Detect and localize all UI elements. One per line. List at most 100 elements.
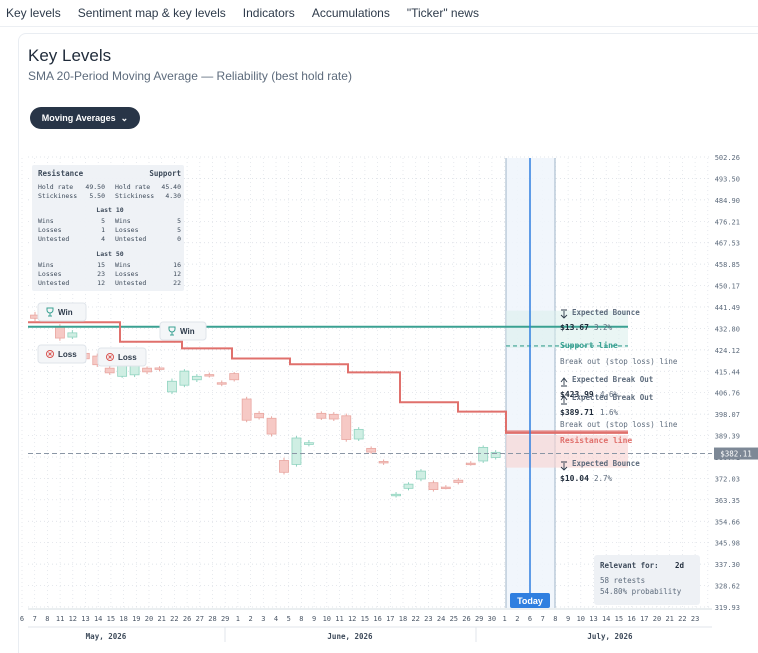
candle[interactable] bbox=[191, 374, 202, 382]
relevance-value: 2d bbox=[675, 561, 684, 570]
x-tick-label: 12 bbox=[69, 615, 77, 623]
candle-body bbox=[142, 367, 152, 373]
y-tick-label: 354.66 bbox=[715, 518, 740, 526]
nav-key-levels[interactable]: Key levels bbox=[6, 6, 61, 20]
candle-body bbox=[55, 326, 65, 339]
last10-row-right-label: Untested bbox=[115, 235, 146, 243]
stats-row-left-value: 5.50 bbox=[89, 192, 105, 200]
last50-row-left-label: Losses bbox=[38, 270, 62, 278]
candle-body bbox=[378, 461, 389, 464]
win-badge[interactable]: Win bbox=[37, 302, 87, 322]
candle[interactable] bbox=[67, 330, 78, 340]
x-tick-label: 1 bbox=[502, 615, 506, 623]
stats-row-left-value: 49.50 bbox=[85, 183, 105, 191]
candle[interactable] bbox=[416, 469, 426, 482]
candle[interactable] bbox=[478, 445, 489, 463]
candle[interactable] bbox=[179, 369, 190, 388]
candle[interactable] bbox=[391, 492, 401, 498]
loss-badge[interactable]: Loss bbox=[37, 344, 87, 364]
expected-bounce-top-label: Expected Bounce bbox=[572, 308, 640, 317]
candle[interactable] bbox=[341, 413, 352, 442]
x-tick-label: 24 bbox=[437, 615, 445, 623]
candle-body bbox=[478, 446, 489, 462]
stats-panel-bg bbox=[32, 165, 184, 291]
x-tick-label: 29 bbox=[221, 615, 229, 623]
stats-panel: Resistance Support Hold rate 49.50 Hold rate… bbox=[32, 165, 184, 291]
x-tick-label: 9 bbox=[566, 615, 570, 623]
candle[interactable] bbox=[303, 439, 314, 447]
x-tick-label: 22 bbox=[411, 615, 419, 623]
nav-ticker-news[interactable]: "Ticker" news bbox=[406, 6, 479, 20]
candle[interactable] bbox=[353, 427, 364, 441]
win-badge[interactable]: Win bbox=[159, 321, 207, 341]
x-tick-label: 19 bbox=[132, 615, 140, 623]
candle-body bbox=[266, 417, 277, 435]
y-tick-label: 319.93 bbox=[715, 604, 740, 612]
candle[interactable] bbox=[440, 485, 451, 490]
x-tick-label: 15 bbox=[107, 615, 115, 623]
candle[interactable] bbox=[254, 411, 265, 420]
x-tick-label: 21 bbox=[665, 615, 673, 623]
y-axis: 502.26 493.50 484.90 476.21 467.53 458.85 450.… bbox=[715, 154, 740, 612]
x-tick-label: 16 bbox=[373, 615, 381, 623]
stats-resistance-heading: Resistance bbox=[38, 169, 84, 178]
page-title: Key Levels bbox=[28, 46, 112, 65]
loss-badge-label: Loss bbox=[58, 350, 77, 359]
candle[interactable] bbox=[428, 480, 439, 492]
candle[interactable] bbox=[229, 372, 240, 382]
expected-bounce-top-value: $13.67 bbox=[560, 323, 589, 332]
last10-row-right-label: Wins bbox=[115, 217, 131, 225]
last10-title: Last 10 bbox=[96, 206, 123, 214]
candle[interactable] bbox=[291, 436, 302, 467]
candle-body bbox=[328, 413, 339, 420]
candle[interactable] bbox=[104, 365, 115, 375]
x-tick-label: 13 bbox=[81, 615, 89, 623]
expected-breakout-label: Expected Break Out bbox=[572, 375, 653, 384]
x-tick-label: 20 bbox=[145, 615, 153, 623]
nav-sentiment-map[interactable]: Sentiment map & key levels bbox=[77, 6, 226, 20]
arrow-down-icon bbox=[560, 461, 568, 471]
chevron-down-icon: ⌄ bbox=[120, 112, 129, 123]
candle-body bbox=[440, 486, 451, 490]
candle[interactable] bbox=[241, 396, 252, 423]
candle[interactable] bbox=[366, 446, 377, 454]
candle-body bbox=[204, 374, 215, 377]
candle[interactable] bbox=[316, 411, 327, 420]
grid bbox=[21, 156, 712, 608]
moving-averages-dropdown[interactable]: Moving Averages ⌄ bbox=[30, 107, 140, 129]
x-tick-label: 26 bbox=[183, 615, 191, 623]
nav-accumulations[interactable]: Accumulations bbox=[311, 6, 390, 20]
x-tick-label: 7 bbox=[33, 615, 37, 623]
candle[interactable] bbox=[378, 459, 389, 465]
x-tick-label: 8 bbox=[45, 615, 49, 623]
last50-row-right-value: 12 bbox=[173, 270, 181, 278]
x-tick-label: 6 bbox=[20, 615, 24, 623]
candle[interactable] bbox=[490, 450, 501, 460]
x-tick-label: 8 bbox=[553, 615, 557, 623]
nav-indicators[interactable]: Indicators bbox=[242, 6, 295, 20]
x-tick-label: 22 bbox=[170, 615, 178, 623]
candle[interactable] bbox=[279, 457, 289, 475]
x-tick-label: 10 bbox=[577, 615, 585, 623]
candle[interactable] bbox=[216, 380, 227, 387]
stats-row-right-label: Hold rate bbox=[115, 183, 150, 191]
candle[interactable] bbox=[167, 378, 177, 395]
candle[interactable] bbox=[154, 366, 165, 372]
x-tick-label: 14 bbox=[94, 615, 102, 623]
month-label: July, 2026 bbox=[587, 632, 633, 641]
candle[interactable] bbox=[403, 482, 414, 491]
y-tick-label: 389.39 bbox=[715, 433, 740, 441]
candle-body bbox=[117, 365, 128, 377]
candle[interactable] bbox=[465, 461, 476, 466]
candle[interactable] bbox=[142, 366, 152, 375]
x-tick-label: 13 bbox=[589, 615, 597, 623]
candle[interactable] bbox=[453, 477, 464, 485]
loss-badge[interactable]: Loss bbox=[97, 347, 147, 367]
x-tick-label: 29 bbox=[475, 615, 483, 623]
candle[interactable] bbox=[266, 416, 277, 437]
candle[interactable] bbox=[204, 372, 215, 378]
y-tick-label: 493.50 bbox=[715, 176, 740, 184]
stats-row-left-label: Hold rate bbox=[38, 183, 73, 191]
candle[interactable] bbox=[328, 412, 339, 421]
